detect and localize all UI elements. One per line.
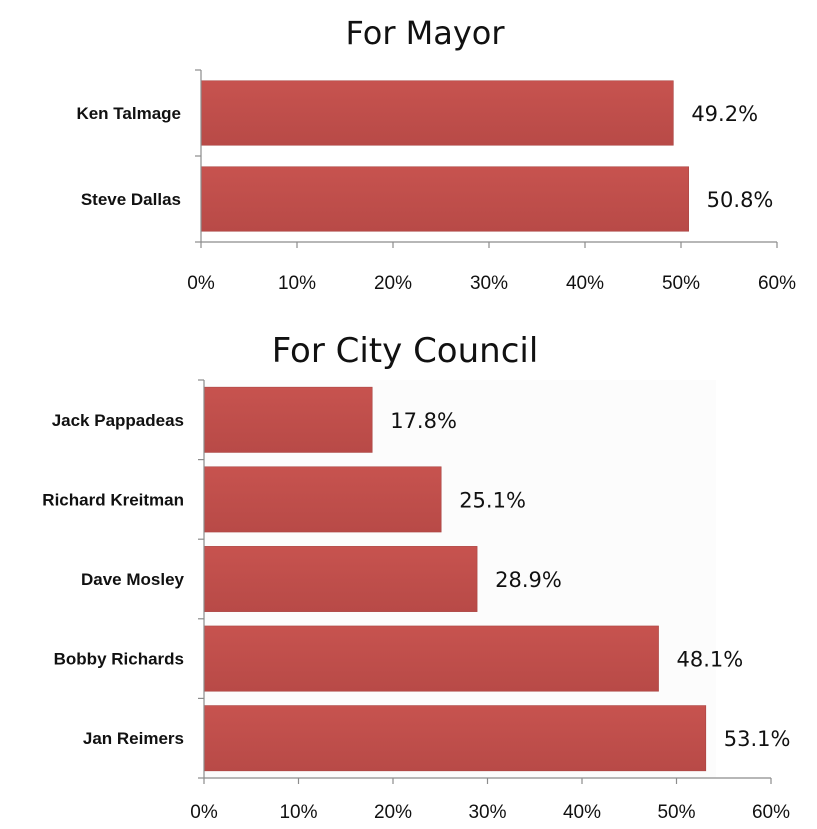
category-label-steve-dallas: Steve Dallas [81, 190, 181, 209]
chart-title: For City Council [272, 331, 539, 371]
bar-jack-pappadeas [203, 386, 373, 453]
data-label-richard-kreitman: 25.1% [459, 488, 526, 512]
x-tick-label: 0% [190, 802, 218, 823]
x-tick-label: 10% [279, 802, 317, 823]
data-label-dave-mosley: 28.9% [495, 568, 562, 592]
x-tick-label: 40% [566, 273, 604, 294]
x-tick-label: 20% [374, 802, 412, 823]
category-label-dave-mosley: Dave Mosley [81, 570, 185, 589]
data-label-jack-pappadeas: 17.8% [390, 409, 457, 433]
data-label-steve-dallas: 50.8% [707, 188, 774, 212]
bar-dave-mosley [203, 546, 478, 612]
bar-bobby-richards [203, 625, 659, 692]
data-label-jan-reimers: 53.1% [724, 727, 791, 751]
x-tick-label: 10% [278, 273, 316, 294]
x-tick-label: 60% [758, 273, 796, 294]
x-tick-label: 50% [662, 273, 700, 294]
bar-richard-kreitman [203, 466, 442, 533]
x-tick-label: 0% [187, 273, 215, 294]
x-tick-label: 30% [470, 273, 508, 294]
category-label-jack-pappadeas: Jack Pappadeas [52, 411, 184, 430]
x-tick-label: 20% [374, 273, 412, 294]
chart-title: For Mayor [345, 14, 505, 52]
x-tick-label: 40% [563, 802, 601, 823]
bar-steve-dallas [200, 166, 689, 232]
data-label-bobby-richards: 48.1% [677, 648, 744, 672]
city-council-chart: For City Council Jack Pappadeas 17.8% Richa… [42, 331, 790, 823]
x-tick-label: 50% [657, 802, 695, 823]
category-label-bobby-richards: Bobby Richards [54, 650, 184, 669]
x-tick-label: 60% [752, 802, 790, 823]
category-label-ken-talmage: Ken Talmage [76, 104, 181, 123]
category-label-richard-kreitman: Richard Kreitman [42, 490, 184, 509]
mayor-chart: For Mayor Ken Talmage 49.2% Steve Dallas 50.… [76, 14, 796, 294]
x-tick-label: 30% [468, 802, 506, 823]
data-label-ken-talmage: 49.2% [691, 102, 758, 126]
category-label-jan-reimers: Jan Reimers [83, 729, 184, 748]
bar-ken-talmage [200, 80, 674, 146]
bar-jan-reimers [203, 705, 707, 772]
